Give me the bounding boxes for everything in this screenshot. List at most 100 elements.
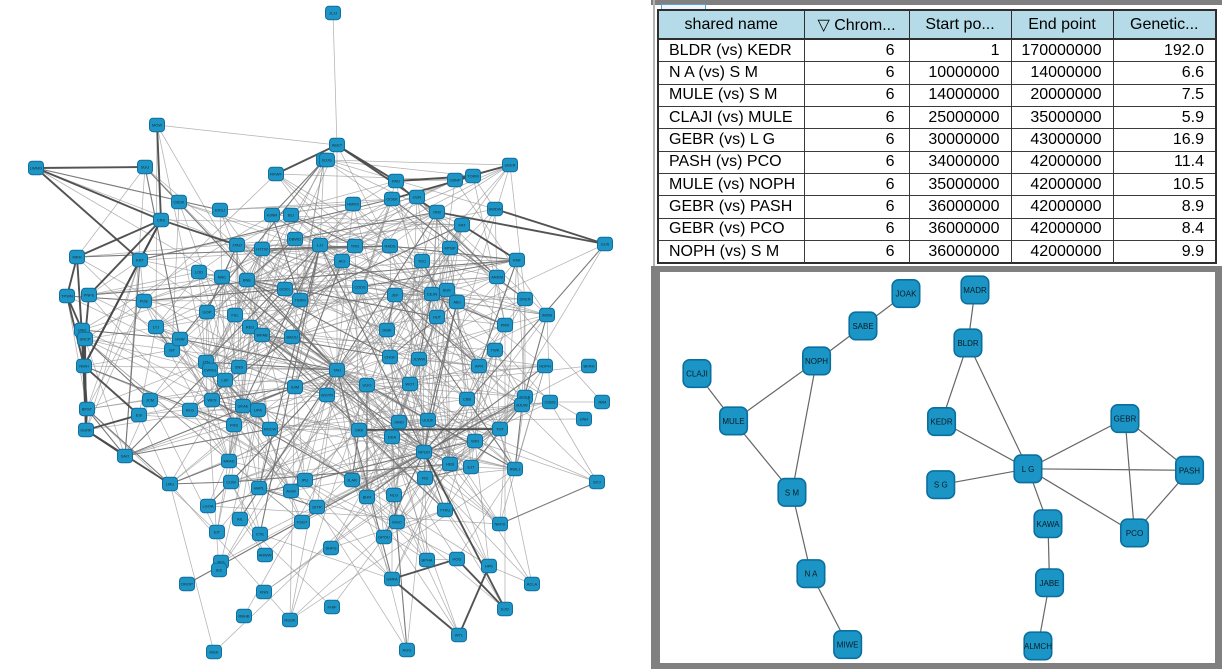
svg-text:WOT: WOT (405, 382, 415, 387)
svg-text:GMFA: GMFA (386, 577, 398, 582)
svg-text:RADS: RADS (384, 244, 395, 249)
svg-text:CBNP: CBNP (449, 178, 460, 183)
svg-text:NPUO: NPUO (418, 450, 430, 455)
svg-text:UNH: UNH (580, 417, 589, 422)
svg-text:WGTR: WGTR (321, 393, 333, 398)
svg-text:DKEN: DKEN (519, 297, 530, 302)
svg-text:UKAE: UKAE (238, 404, 249, 409)
svg-text:ARKM: ARKM (491, 275, 503, 280)
svg-text:TOC: TOC (418, 259, 426, 264)
svg-text:RKWF: RKWF (270, 172, 282, 177)
svg-text:MTBP: MTBP (444, 246, 455, 251)
svg-text:KRT: KRT (136, 258, 144, 263)
svg-text:GOP: GOP (203, 310, 212, 315)
svg-text:OOEK: OOEK (386, 197, 398, 202)
svg-text:RWLJ: RWLJ (510, 467, 521, 472)
svg-text:PCO: PCO (1126, 529, 1143, 538)
svg-text:BJUW: BJUW (516, 403, 528, 408)
svg-text:EJT: EJT (467, 465, 475, 470)
svg-text:DIBK: DIBK (382, 328, 392, 333)
svg-text:ESI: ESI (136, 413, 142, 418)
svg-text:RBHB: RBHB (238, 614, 249, 619)
svg-text:KAWA: KAWA (1037, 520, 1061, 529)
svg-text:JLJJ: JLJJ (329, 11, 337, 16)
svg-text:KNN: KNN (260, 590, 269, 595)
svg-text:SNS: SNS (235, 365, 244, 370)
svg-text:CBSK: CBSK (174, 200, 185, 205)
svg-text:ABJ: ABJ (453, 300, 460, 305)
svg-text:NSOK: NSOK (284, 618, 296, 623)
svg-text:LWMG: LWMG (30, 166, 42, 171)
svg-text:LSF: LSF (221, 378, 229, 383)
svg-text:UUN: UUN (413, 195, 422, 200)
svg-text:PRR: PRR (501, 323, 510, 328)
svg-text:PAD: PAD (392, 179, 400, 184)
svg-text:HUT: HUT (433, 315, 442, 320)
svg-text:UUO: UUO (363, 383, 372, 388)
svg-text:FID: FID (422, 476, 429, 481)
svg-text:AIL: AIL (237, 517, 244, 522)
svg-text:FSL: FSL (231, 313, 239, 318)
svg-text:ACLA: ACLA (527, 582, 538, 587)
svg-text:GEBR: GEBR (1114, 415, 1137, 424)
svg-text:MIWE: MIWE (837, 641, 859, 650)
svg-text:LTJ: LTJ (153, 325, 159, 330)
svg-text:TRG: TRG (351, 244, 359, 249)
svg-text:CWRG: CWRG (204, 368, 217, 373)
svg-text:CUW: CUW (226, 480, 236, 485)
svg-text:GPOU: GPOU (378, 535, 390, 540)
svg-text:TOKM: TOKM (467, 174, 478, 179)
svg-text:BHR: BHR (363, 495, 372, 500)
svg-text:MADR: MADR (963, 286, 987, 295)
svg-text:HEB: HEB (446, 462, 455, 467)
svg-text:DITR: DITR (312, 505, 321, 510)
svg-text:KCEB: KCEB (520, 395, 531, 400)
svg-text:HHPL: HHPL (254, 486, 265, 491)
svg-text:HDPH: HDPH (539, 364, 550, 369)
svg-text:LOD: LOD (195, 270, 203, 275)
svg-text:CDBS: CDBS (544, 400, 555, 405)
svg-text:UPA: UPA (254, 408, 262, 413)
svg-text:JABE: JABE (1039, 579, 1059, 588)
svg-text:AEET: AEET (332, 143, 343, 148)
svg-text:CEJN: CEJN (427, 292, 438, 297)
svg-text:MSCW: MSCW (264, 427, 277, 432)
svg-text:PNFE: PNFE (84, 293, 95, 298)
svg-text:OIW: OIW (433, 210, 441, 215)
svg-text:IPU: IPU (302, 478, 309, 483)
svg-text:ALMCH: ALMCH (1024, 642, 1052, 651)
svg-text:JMM: JMM (598, 400, 607, 405)
svg-text:KNF: KNF (513, 258, 522, 263)
svg-text:TGT: TGT (496, 427, 505, 432)
svg-text:WGC: WGC (392, 520, 402, 525)
svg-text:MULE: MULE (722, 417, 744, 426)
svg-text:RIG: RIG (217, 560, 224, 565)
svg-text:TTKU: TTKU (440, 508, 451, 513)
svg-text:AIG: AIG (339, 259, 346, 264)
svg-text:GUS: GUS (601, 242, 610, 247)
svg-text:DBWD: DBWD (289, 237, 301, 242)
svg-text:AGG: AGG (403, 648, 412, 653)
svg-text:DDA: DDA (388, 435, 397, 440)
svg-text:L G: L G (1022, 465, 1035, 474)
svg-text:JTAO: JTAO (232, 243, 242, 248)
svg-text:NOPH: NOPH (805, 357, 828, 366)
svg-text:BLI: BLI (288, 213, 294, 218)
svg-text:PASH: PASH (1179, 466, 1200, 475)
svg-text:SUI: SUI (216, 568, 223, 573)
svg-text:HSW: HSW (175, 337, 185, 342)
svg-text:TPWN: TPWN (61, 294, 73, 299)
svg-text:UND: UND (78, 328, 87, 333)
svg-text:KEDR: KEDR (930, 418, 952, 427)
svg-text:NLG: NLG (390, 493, 398, 498)
svg-text:SUU: SUU (141, 165, 150, 170)
svg-text:UUDK: UUDK (422, 418, 434, 423)
svg-text:JCM: JCM (146, 398, 154, 403)
svg-text:IMDB: IMDB (542, 313, 552, 318)
svg-text:OMO: OMO (394, 420, 404, 425)
svg-text:LJJ: LJJ (317, 243, 323, 248)
svg-text:CDDS: CDDS (354, 285, 366, 290)
svg-text:HTTW: HTTW (256, 247, 268, 252)
svg-text:BPHA: BPHA (422, 558, 433, 563)
svg-text:WRI: WRI (471, 439, 479, 444)
